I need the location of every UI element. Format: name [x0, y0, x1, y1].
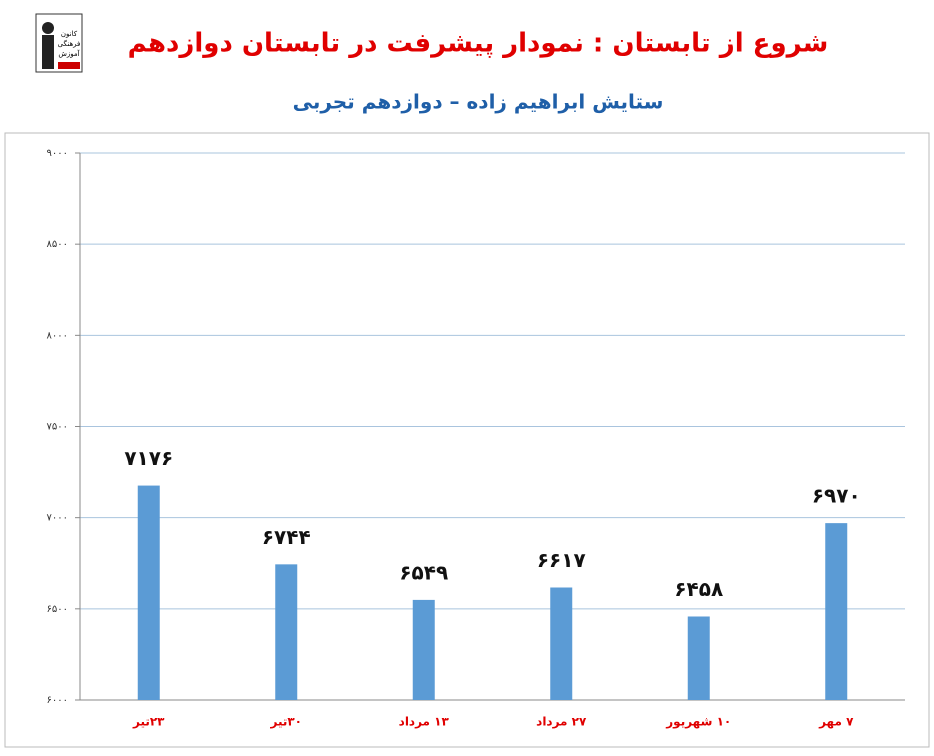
logo-band: [58, 62, 80, 69]
value-label: ۶۵۴۹: [399, 560, 448, 584]
value-label: ۶۹۷۰: [812, 484, 861, 508]
value-label: ۶۴۵۸: [674, 577, 723, 601]
chart-subtitle: ستایش ابراهیم زاده – دوازدهم تجربی: [293, 90, 664, 114]
bar: [275, 564, 298, 700]
logo-text: فرهنگی: [58, 39, 81, 48]
y-tick-label: ۷۵۰۰: [47, 422, 68, 433]
bar: [825, 523, 848, 700]
bar: [412, 599, 435, 700]
logo-text: کانون: [61, 30, 78, 38]
bar: [550, 587, 573, 700]
x-tick-label: ۷ مهر: [818, 715, 854, 729]
y-tick-label: ۸۵۰۰: [47, 239, 68, 250]
logo-text: آموزش: [58, 49, 80, 58]
x-tick-label: ۳۰تیر: [269, 715, 302, 729]
y-tick-label: ۹۰۰۰: [47, 148, 68, 159]
x-tick-label: ۲۳تیر: [132, 715, 165, 729]
value-label: ۶۶۱۷: [537, 548, 586, 572]
y-tick-label: ۶۰۰۰: [47, 695, 68, 706]
x-tick-label: ۱۳ مرداد: [399, 715, 450, 729]
logo-icon: [42, 35, 54, 69]
y-tick-label: ۸۰۰۰: [47, 330, 68, 341]
x-tick-label: ۲۷ مرداد: [536, 715, 587, 729]
bar: [687, 616, 710, 700]
value-label: ۷۱۷۶: [124, 446, 173, 470]
chart-border: [4, 132, 930, 748]
chart-title: شروع از تابستان : نمودار پیشرفت در تابست…: [128, 29, 829, 59]
bar: [137, 485, 160, 700]
logo-icon: [42, 22, 54, 34]
y-tick-label: ۶۵۰۰: [47, 604, 68, 615]
y-tick-label: ۷۰۰۰: [47, 513, 68, 524]
value-label: ۶۷۴۴: [262, 525, 311, 549]
logo: کانون فرهنگی آموزش: [35, 13, 83, 73]
x-tick-label: ۱۰ شهریور: [665, 715, 731, 730]
